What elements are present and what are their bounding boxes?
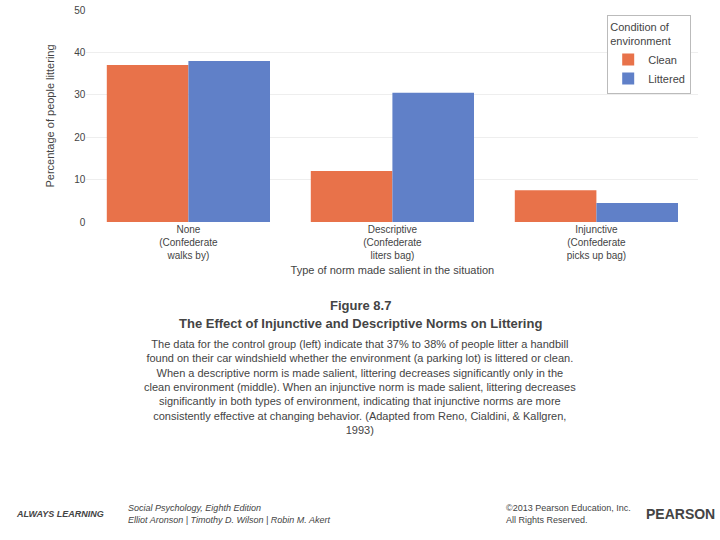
svg-text:©2013 Pearson Education, Inc.A: ©2013 Pearson Education, Inc.All Rights … <box>506 503 631 525</box>
svg-text:Injunctive(Confederatepicks up: Injunctive(Confederatepicks up bag) <box>567 224 626 261</box>
svg-text:The Effect of Injunctive and D: The Effect of Injunctive and Descriptive… <box>179 316 542 331</box>
svg-text:The data for the control group: The data for the control group (left) in… <box>144 338 576 436</box>
svg-text:30: 30 <box>74 89 86 100</box>
svg-text:Clean: Clean <box>648 54 677 66</box>
svg-text:10: 10 <box>74 174 86 185</box>
svg-text:Littered: Littered <box>648 73 685 85</box>
svg-text:Descriptive(Confederateliters: Descriptive(Confederateliters bag) <box>363 224 422 261</box>
svg-text:Social Psychology, Eighth Edit: Social Psychology, Eighth EditionElliot … <box>128 503 330 525</box>
svg-text:50: 50 <box>74 5 86 16</box>
svg-text:0: 0 <box>80 217 86 228</box>
svg-text:None(Confederatewalks by): None(Confederatewalks by) <box>159 224 218 261</box>
svg-text:Figure 8.7: Figure 8.7 <box>330 298 391 313</box>
svg-text:ALWAYS LEARNING: ALWAYS LEARNING <box>16 509 104 519</box>
svg-text:40: 40 <box>74 47 86 58</box>
svg-text:20: 20 <box>74 132 86 143</box>
svg-text:Percentage of people littering: Percentage of people littering <box>44 44 56 187</box>
svg-text:Condition ofenvironment: Condition ofenvironment <box>610 21 671 47</box>
svg-text:Type of norm made salient in t: Type of norm made salient in the situati… <box>291 264 495 276</box>
svg-text:PEARSON: PEARSON <box>646 506 715 522</box>
